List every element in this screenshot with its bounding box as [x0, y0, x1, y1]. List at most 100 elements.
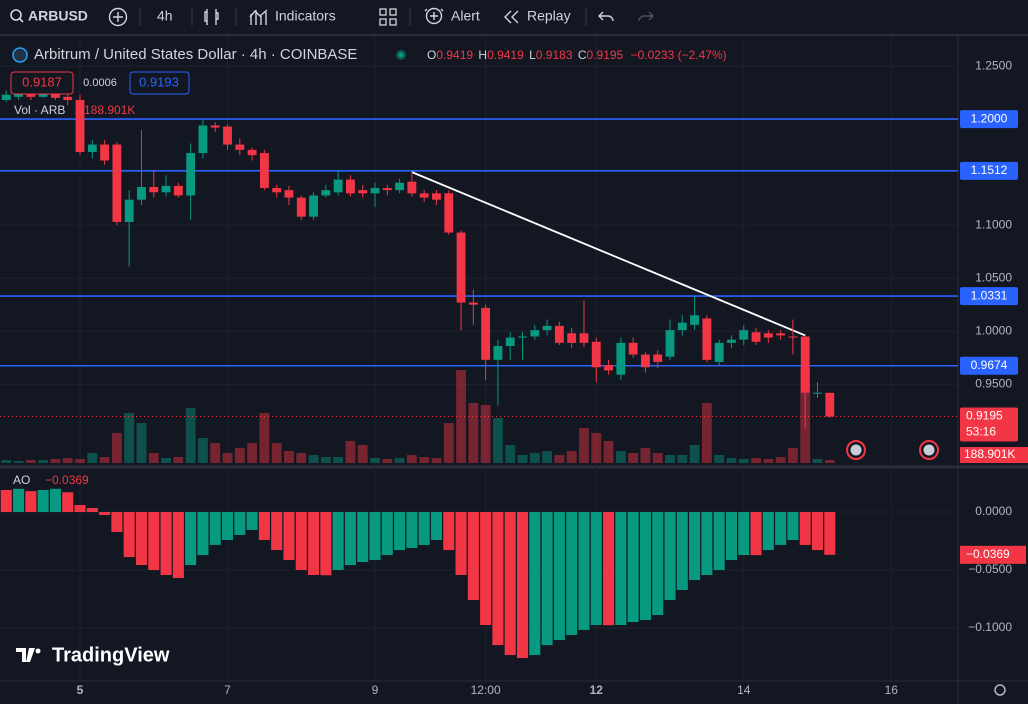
- candle-body: [112, 144, 122, 222]
- ao-bar: [627, 512, 639, 622]
- volume-bar: [148, 453, 159, 463]
- volume-bar: [493, 418, 503, 463]
- candle-body: [100, 144, 110, 161]
- replay-button[interactable]: Replay: [504, 8, 571, 24]
- ao-bar: [603, 512, 615, 626]
- candle-body: [149, 186, 159, 193]
- undo-button[interactable]: [598, 11, 614, 22]
- volume-bar: [136, 423, 147, 463]
- x-tick-label: 16: [885, 683, 899, 697]
- ao: [0, 488, 836, 659]
- y-tick-label: 1.0000: [975, 323, 1012, 337]
- grid-icon: [379, 8, 387, 16]
- settings-button[interactable]: [994, 684, 1006, 696]
- volume-bar: [1, 460, 12, 463]
- volume-bar: [87, 453, 98, 463]
- alert-label: Alert: [451, 8, 480, 24]
- candle-body: [284, 190, 294, 198]
- chart-type-button[interactable]: [204, 9, 219, 25]
- layout-button[interactable]: [379, 8, 397, 26]
- candle-body: [653, 354, 663, 362]
- volume-bar: [456, 370, 466, 463]
- volume-bar: [738, 459, 749, 463]
- ao-bar: [148, 512, 160, 571]
- candle-body: [727, 339, 736, 343]
- event-icon[interactable]: [846, 440, 866, 460]
- volume-bar: [185, 408, 196, 463]
- candle-body: [800, 336, 810, 393]
- bid-box[interactable]: [10, 71, 74, 95]
- level-label: 1.2000: [971, 111, 1008, 125]
- event-icon[interactable]: [919, 440, 939, 460]
- level-label: 0.9674: [971, 358, 1008, 372]
- volume-bar: [591, 433, 602, 463]
- candle-body: [468, 302, 478, 305]
- spread: 0.0006: [83, 77, 117, 89]
- plus-icon: [113, 12, 123, 22]
- volume-label-box: [960, 447, 1028, 464]
- compare-button[interactable]: [108, 7, 128, 27]
- volume-bar: [566, 451, 577, 463]
- legend-key: L: [529, 48, 536, 62]
- candle-body: [161, 185, 171, 193]
- ao-bar: [295, 512, 307, 571]
- candle-body: [407, 181, 417, 194]
- volume-bar: [665, 455, 675, 463]
- ao-bar: [713, 512, 725, 571]
- symbol-search[interactable]: ARBUSD: [10, 8, 88, 24]
- volume-bar: [161, 458, 171, 463]
- ao-bar: [123, 512, 135, 558]
- volume-bar: [406, 455, 417, 463]
- ao-bar: [185, 512, 197, 566]
- ao-bar: [86, 508, 98, 512]
- indicators-button[interactable]: Indicators: [249, 8, 336, 25]
- ao-bar: [787, 512, 799, 540]
- candle-body: [382, 188, 392, 191]
- ao-bar: [738, 512, 750, 556]
- candle-body: [493, 346, 503, 360]
- volume-bar: [247, 443, 258, 463]
- candle-body: [346, 179, 355, 194]
- volume-bar: [640, 448, 651, 463]
- volume-bar: [824, 460, 835, 463]
- candle-body: [124, 199, 134, 222]
- ao-bar: [467, 512, 479, 601]
- ao-bar: [283, 512, 295, 561]
- volume-bar: [357, 445, 368, 463]
- volume-bar: [505, 445, 516, 463]
- y-tick-label: 1.1000: [975, 217, 1012, 231]
- replay-icon: [504, 10, 519, 24]
- ao-axis-label: −0.0369: [966, 547, 1010, 561]
- alert-button[interactable]: Alert: [424, 8, 480, 25]
- volume-axis-label: 188.901K: [964, 447, 1015, 461]
- indicators-icon: [249, 9, 268, 25]
- market-status: [398, 52, 404, 58]
- ao-bar: [271, 512, 283, 551]
- candle-body: [456, 232, 466, 303]
- candle-body: [554, 325, 564, 343]
- ao-bar: [344, 512, 356, 566]
- ask-box[interactable]: [129, 71, 190, 95]
- flag-icon: [850, 444, 862, 456]
- interval[interactable]: 4h: [157, 8, 173, 24]
- ao-bar: [320, 512, 332, 576]
- ao-bar: [62, 492, 74, 512]
- redo-button[interactable]: [638, 11, 654, 22]
- volume-bar: [529, 453, 540, 463]
- ao-bar: [676, 512, 688, 590]
- volume-bar: [443, 423, 454, 463]
- candle-icon: [204, 9, 219, 25]
- volume-bar: [284, 451, 294, 463]
- legend-key: H: [478, 48, 487, 62]
- ao-bar: [615, 512, 627, 626]
- candle-body: [75, 100, 85, 152]
- volume-bar: [296, 453, 307, 463]
- ao-bar: [639, 512, 651, 621]
- candle-body: [776, 333, 786, 336]
- ao-tick-label: −0.1000: [968, 620, 1012, 634]
- candle-body: [702, 318, 712, 360]
- volume-bar: [111, 433, 122, 463]
- symbol: ARBUSD: [28, 8, 88, 24]
- ao-label-box: [960, 545, 1026, 564]
- candle-body: [788, 336, 798, 338]
